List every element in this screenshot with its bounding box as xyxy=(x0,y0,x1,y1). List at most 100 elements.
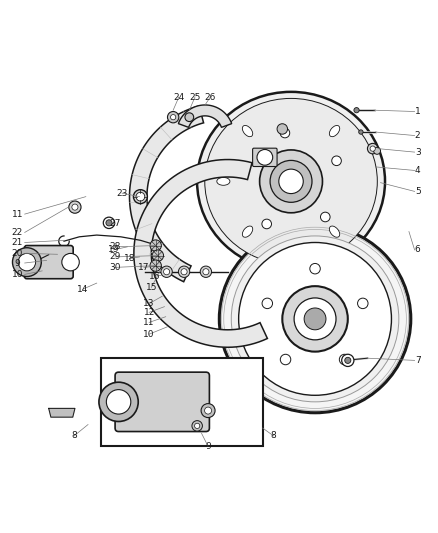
Circle shape xyxy=(270,160,312,203)
Ellipse shape xyxy=(231,236,399,402)
Circle shape xyxy=(321,212,330,222)
Text: 4: 4 xyxy=(415,166,420,175)
Circle shape xyxy=(310,263,320,274)
Text: 23: 23 xyxy=(117,189,128,198)
Circle shape xyxy=(262,298,272,309)
Circle shape xyxy=(280,128,290,138)
Text: 28: 28 xyxy=(110,243,121,252)
Text: 3: 3 xyxy=(415,148,420,157)
Circle shape xyxy=(359,130,363,134)
Circle shape xyxy=(262,219,272,229)
Polygon shape xyxy=(130,106,204,282)
Circle shape xyxy=(136,192,145,201)
Text: 22: 22 xyxy=(12,228,23,237)
Text: 2: 2 xyxy=(415,131,420,140)
Ellipse shape xyxy=(329,125,340,136)
Text: 29: 29 xyxy=(110,253,121,261)
Circle shape xyxy=(106,220,112,226)
Circle shape xyxy=(332,156,341,166)
Text: 15: 15 xyxy=(145,283,157,292)
Text: 24: 24 xyxy=(173,93,184,102)
Text: 17: 17 xyxy=(138,263,150,272)
Circle shape xyxy=(279,169,303,193)
Ellipse shape xyxy=(219,225,411,413)
Text: 11: 11 xyxy=(11,209,23,219)
Circle shape xyxy=(150,260,161,271)
Circle shape xyxy=(339,354,350,365)
Circle shape xyxy=(201,403,215,417)
Circle shape xyxy=(294,298,336,340)
Text: 8: 8 xyxy=(71,431,77,440)
Circle shape xyxy=(192,421,202,431)
Polygon shape xyxy=(178,105,232,127)
Text: 10: 10 xyxy=(143,330,155,338)
Text: 10: 10 xyxy=(11,270,23,279)
Circle shape xyxy=(374,147,381,154)
Ellipse shape xyxy=(242,125,253,136)
Text: 12: 12 xyxy=(144,308,155,317)
Text: 26: 26 xyxy=(205,93,216,102)
Ellipse shape xyxy=(205,99,377,264)
Text: 20: 20 xyxy=(11,249,23,258)
Circle shape xyxy=(283,286,348,352)
Circle shape xyxy=(200,266,212,277)
Circle shape xyxy=(345,357,351,364)
Text: 9: 9 xyxy=(14,259,20,268)
Text: 1: 1 xyxy=(415,107,420,116)
Text: 8: 8 xyxy=(271,431,276,440)
Circle shape xyxy=(18,253,35,271)
Ellipse shape xyxy=(242,226,253,237)
Circle shape xyxy=(152,250,163,261)
Circle shape xyxy=(280,354,291,365)
Polygon shape xyxy=(134,159,268,348)
Text: 11: 11 xyxy=(143,318,155,327)
Circle shape xyxy=(72,204,78,210)
Circle shape xyxy=(150,240,161,251)
Circle shape xyxy=(178,266,190,277)
Text: 27: 27 xyxy=(110,219,121,228)
Circle shape xyxy=(69,201,81,213)
Circle shape xyxy=(106,390,131,414)
Text: 6: 6 xyxy=(415,245,420,254)
Text: 21: 21 xyxy=(11,238,23,247)
Circle shape xyxy=(260,150,322,213)
Circle shape xyxy=(185,113,194,122)
Circle shape xyxy=(257,149,273,165)
Circle shape xyxy=(357,298,368,309)
Text: 13: 13 xyxy=(143,299,155,308)
Circle shape xyxy=(342,354,354,367)
Circle shape xyxy=(170,115,176,120)
Ellipse shape xyxy=(329,226,340,237)
Circle shape xyxy=(167,111,179,123)
Bar xyxy=(101,358,263,446)
Text: 25: 25 xyxy=(189,93,201,102)
FancyBboxPatch shape xyxy=(253,148,277,166)
Polygon shape xyxy=(49,408,75,417)
Text: 5: 5 xyxy=(415,187,420,196)
Circle shape xyxy=(103,217,115,229)
Circle shape xyxy=(277,124,288,134)
Text: 18: 18 xyxy=(124,254,135,263)
Circle shape xyxy=(194,423,200,429)
Circle shape xyxy=(203,269,209,275)
Text: 19: 19 xyxy=(108,245,119,254)
Circle shape xyxy=(134,190,148,204)
Circle shape xyxy=(370,146,375,151)
Text: 9: 9 xyxy=(205,442,211,451)
FancyBboxPatch shape xyxy=(24,246,73,279)
Circle shape xyxy=(62,253,79,271)
Ellipse shape xyxy=(239,243,392,395)
Text: 30: 30 xyxy=(110,263,121,272)
FancyBboxPatch shape xyxy=(115,372,209,432)
Circle shape xyxy=(205,407,212,414)
Ellipse shape xyxy=(217,177,230,185)
Circle shape xyxy=(237,167,247,177)
Ellipse shape xyxy=(197,92,385,271)
Circle shape xyxy=(367,143,378,154)
Text: 14: 14 xyxy=(77,285,88,294)
Circle shape xyxy=(354,108,359,113)
Circle shape xyxy=(12,248,41,277)
Circle shape xyxy=(181,269,187,275)
Circle shape xyxy=(161,266,172,277)
Circle shape xyxy=(163,269,170,275)
